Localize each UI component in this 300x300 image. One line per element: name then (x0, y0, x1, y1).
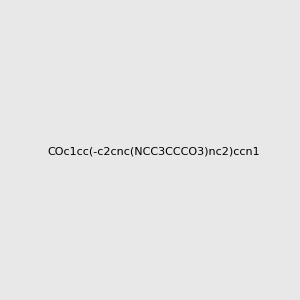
Text: COc1cc(-c2cnc(NCC3CCCO3)nc2)ccn1: COc1cc(-c2cnc(NCC3CCCO3)nc2)ccn1 (47, 146, 260, 157)
